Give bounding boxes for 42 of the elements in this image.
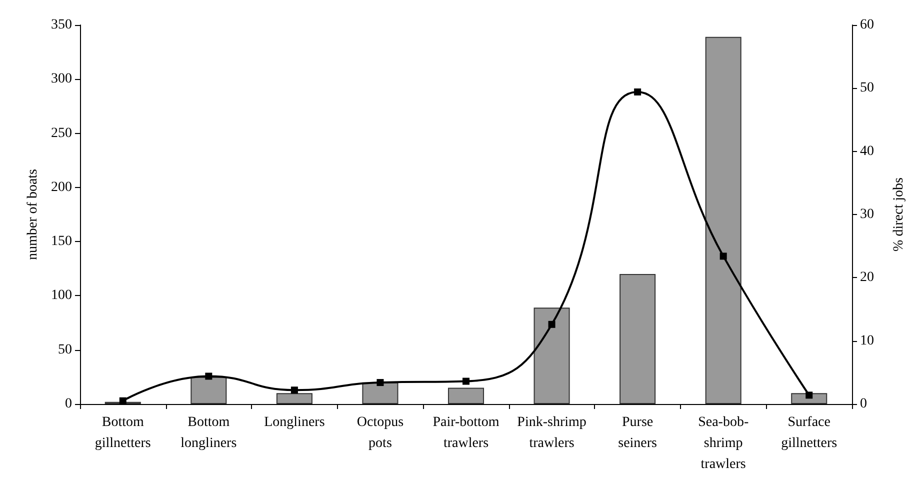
point (290, 386, 298, 394)
y2-tick-label: 20 (860, 270, 874, 286)
bar (534, 308, 570, 404)
x-tick-label: Pink-shrimp trawlers (517, 415, 586, 451)
x-tick-label: Longliners (264, 415, 325, 430)
bar (362, 382, 398, 404)
y2-tick-label: 30 (860, 207, 874, 222)
point (548, 320, 556, 328)
y-tick-label: 300 (51, 72, 72, 87)
x-tick-label: Bottom longliners (180, 415, 237, 451)
y2-tick-label: 0 (860, 396, 867, 412)
bar (620, 274, 656, 404)
point (462, 378, 470, 385)
point (634, 88, 642, 96)
point (806, 392, 813, 399)
y2-tick-label: 10 (860, 333, 874, 348)
point (376, 379, 384, 386)
y-axis-title: number of boats (26, 169, 40, 260)
x-tick-label: Purse seiners (618, 415, 657, 451)
bar (190, 376, 227, 404)
point (205, 372, 212, 380)
bar (276, 393, 312, 404)
point (720, 252, 727, 260)
x-tick-label: Surface gillnetters (781, 415, 838, 451)
y-tick-label: 350 (51, 18, 72, 32)
y2-tick-label: 50 (860, 80, 874, 96)
y-tick-label: 100 (51, 288, 72, 304)
x-tick-label: Pair-bottom trawlers (432, 415, 500, 451)
y-tick-label: 0 (65, 396, 72, 412)
point (119, 397, 126, 404)
y-tick-label: 50 (58, 342, 72, 358)
y2-tick-label: 40 (860, 144, 874, 159)
y2-axis-title: % direct jobs (892, 178, 906, 252)
y-tick-label: 250 (51, 126, 72, 141)
y-tick-label: 150 (51, 234, 72, 250)
bar (705, 36, 742, 404)
bar (448, 388, 484, 404)
x-tick-label: Octopus pots (356, 415, 404, 451)
x-tick-label: Bottom gillnetters (94, 415, 151, 451)
y2-tick-label: 60 (860, 18, 874, 32)
y-tick-label: 200 (51, 180, 72, 195)
x-tick-label: Sea-bob-shrimp trawlers (698, 415, 749, 472)
